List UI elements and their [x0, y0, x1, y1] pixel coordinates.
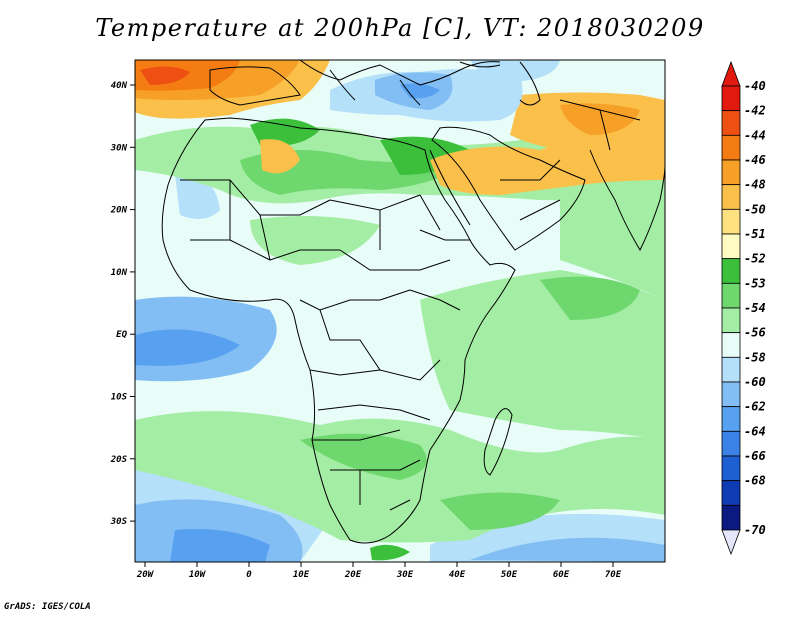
map-frame [134, 59, 666, 563]
colorbar-swatch [721, 258, 741, 284]
colorbar-label: -50 [744, 202, 766, 216]
colorbar-swatch [721, 159, 741, 186]
lon-label: 0 [246, 570, 252, 580]
colorbar-label: -70 [744, 523, 766, 537]
colorbar-label: -56 [744, 326, 766, 340]
lat-label: 30S [110, 517, 128, 527]
colorbar-swatch [721, 406, 741, 432]
colorbar-swatch [721, 134, 741, 161]
colorbar-label: -40 [744, 79, 766, 93]
colorbar-label: -60 [744, 375, 766, 389]
colorbar-label: -54 [744, 301, 766, 315]
lat-label: 10S [111, 393, 128, 403]
colorbar-swatch [721, 455, 741, 482]
colorbar-bottom-arrow [721, 529, 741, 556]
colorbar-label: -42 [744, 104, 766, 118]
colorbar-label: -52 [744, 252, 766, 266]
colorbar-label: -66 [744, 449, 766, 463]
lon-label: 20E [344, 570, 362, 580]
lon-label: 30E [396, 570, 414, 580]
colorbar-label: -64 [744, 424, 766, 438]
colorbar-label: -62 [744, 400, 766, 414]
colorbar-label: -48 [744, 178, 766, 192]
colorbar: -40 -42 -44 -46 -48 -50 -51 -52 -53 -54 -56 -58 -60 -… [721, 60, 766, 556]
colorbar-swatch [721, 110, 741, 136]
colorbar-swatch [721, 356, 741, 383]
latitude-axis: 40N 30N 20N 10N EQ 10S 20S 30S [110, 81, 135, 527]
lat-label: 40N [111, 81, 128, 91]
colorbar-label: -46 [744, 153, 766, 167]
colorbar-label: -51 [744, 227, 766, 241]
colorbar-label: -68 [744, 474, 766, 488]
lon-label: 70E [605, 570, 622, 580]
lat-label: 30N [110, 143, 128, 153]
lat-label: 20S [110, 455, 128, 465]
colorbar-swatch [721, 307, 741, 334]
grads-credit: GrADS: IGES/COLA [4, 602, 91, 612]
colorbar-swatch [721, 282, 741, 309]
longitude-axis: 20W 10W 0 10E 20E 30E 40E 50E 60E 70E [136, 562, 622, 580]
lon-label: 10E [293, 570, 310, 580]
colorbar-top-arrow [721, 60, 741, 87]
colorbar-label: -53 [744, 276, 766, 290]
lon-label: 10W [189, 570, 207, 580]
colorbar-label: -58 [744, 350, 766, 364]
temperature-field [135, 60, 665, 562]
colorbar-swatch [721, 430, 741, 457]
colorbar-swatch [721, 233, 741, 260]
colorbar-swatch [721, 85, 741, 112]
colorbar-swatch [721, 504, 741, 531]
lon-label: 60E [553, 570, 570, 580]
colorbar-swatch [721, 184, 741, 210]
colorbar-swatch [721, 208, 741, 235]
lon-label: 20W [136, 570, 155, 580]
lat-label: 10N [111, 268, 128, 278]
colorbar-swatch [721, 332, 741, 358]
lon-label: 50E [501, 570, 518, 580]
colorbar-swatch [721, 381, 741, 408]
map-title: Temperature at 200hPa [C], VT: 201803020… [95, 14, 705, 42]
lon-label: 40E [449, 570, 466, 580]
colorbar-swatch [721, 480, 741, 506]
lat-label: EQ [116, 330, 127, 340]
coastlines [161, 60, 665, 544]
lat-label: 20N [110, 206, 128, 216]
colorbar-label: -44 [744, 128, 766, 142]
